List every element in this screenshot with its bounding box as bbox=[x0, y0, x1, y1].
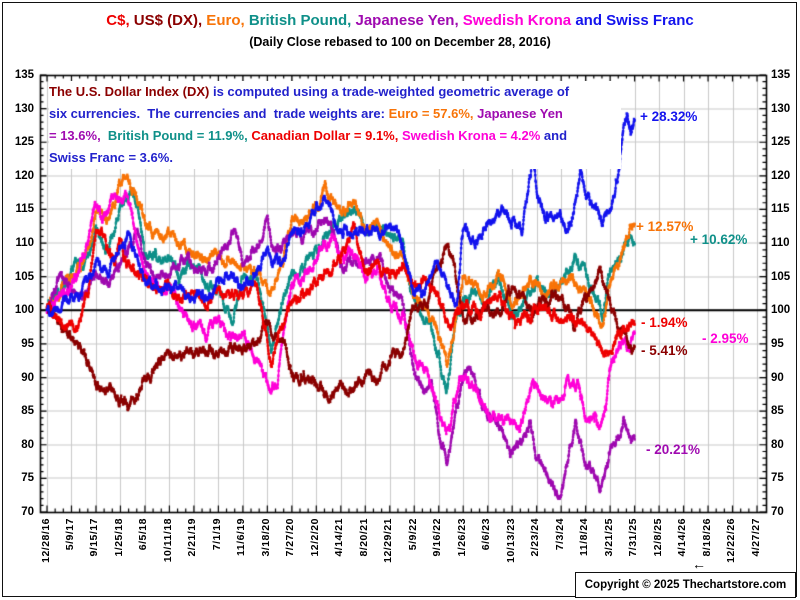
x-tick-label: 8/20/21 bbox=[357, 518, 370, 557]
annotation-segment: and bbox=[540, 128, 568, 143]
x-tick-label: 3/21/25 bbox=[602, 518, 615, 557]
annotation-segment: The U.S. Dollar Index (DX) bbox=[49, 84, 210, 99]
x-tick-label: 4/14/26 bbox=[676, 518, 689, 557]
annotation-segment: Swedish Krona = 4.2% bbox=[398, 128, 541, 143]
y-tick-label-right: 90 bbox=[771, 371, 784, 384]
y-tick-label-left: 120 bbox=[14, 169, 34, 182]
annotation-segment: British Pound = 11.9%, bbox=[107, 128, 248, 143]
y-tick-label-left: 95 bbox=[21, 337, 34, 350]
y-tick-label-right: 115 bbox=[771, 203, 790, 216]
annotation-segment: is computed using a trade-weighted geome… bbox=[209, 84, 570, 99]
y-tick-label-left: 130 bbox=[14, 102, 34, 115]
x-tick-label: 1/25/18 bbox=[112, 518, 125, 557]
x-tick-label: 2/23/24 bbox=[529, 518, 542, 557]
annotation-line-2: six currencies. The currencies and trade… bbox=[49, 103, 621, 125]
x-tick-label: 12/2/20 bbox=[308, 518, 321, 557]
y-tick-label-left: 110 bbox=[15, 237, 34, 250]
title-segment-3: British Pound, bbox=[244, 12, 352, 29]
y-tick-label-left: 125 bbox=[14, 136, 34, 149]
y-tick-label-right: 105 bbox=[771, 270, 791, 283]
y-tick-label-right: 135 bbox=[771, 69, 791, 81]
y-tick-label-right: 130 bbox=[771, 102, 791, 115]
copyright-text: Copyright © 2025 Thechartstore.com bbox=[584, 579, 787, 591]
title-segment-4: Japanese Yen, bbox=[351, 12, 459, 29]
x-tick-label: 12/29/21 bbox=[382, 518, 395, 563]
y-tick-label-left: 100 bbox=[14, 304, 34, 317]
title-segment-6: and Swiss Franc bbox=[571, 12, 694, 29]
y-tick-label-left: 70 bbox=[21, 506, 34, 518]
x-tick-label: 1/26/23 bbox=[455, 518, 468, 557]
end-change-label: + 12.57% bbox=[636, 218, 694, 234]
annotation-segment: Swiss Franc = 3.6%. bbox=[49, 150, 173, 165]
y-tick-label-left: 115 bbox=[15, 203, 34, 216]
copyright-box: Copyright © 2025 Thechartstore.com bbox=[575, 572, 796, 598]
x-tick-label: 12/8/25 bbox=[651, 518, 664, 557]
x-tick-label: 4/27/27 bbox=[749, 518, 762, 557]
x-tick-label: 10/13/23 bbox=[504, 518, 517, 563]
y-tick-label-right: 95 bbox=[771, 337, 784, 350]
x-tick-label: 7/31/25 bbox=[627, 518, 640, 557]
annotation-segment: Canadian Dollar = 9.1%, bbox=[247, 128, 399, 143]
end-change-label: + 10.62% bbox=[690, 231, 748, 247]
annotation-line-3: = 13.6%, British Pound = 11.9%, Canadian… bbox=[49, 125, 621, 147]
x-tick-label: 4/14/21 bbox=[333, 518, 346, 557]
end-change-label: - 2.95% bbox=[702, 330, 749, 346]
y-tick-label-right: 125 bbox=[771, 136, 791, 149]
y-tick-label-left: 80 bbox=[21, 438, 34, 451]
chart-title: C$, US$ (DX), Euro, British Pound, Japan… bbox=[0, 12, 800, 29]
annotation-segment: Japanese Yen bbox=[473, 106, 563, 121]
x-tick-label: 11/6/19 bbox=[235, 518, 248, 556]
title-segment-0: C$, bbox=[106, 12, 130, 29]
x-tick-label: 12/28/16 bbox=[39, 518, 52, 563]
x-tick-label: 12/22/26 bbox=[725, 518, 738, 563]
end-change-label: - 20.21% bbox=[646, 442, 701, 458]
y-tick-label-right: 70 bbox=[771, 506, 784, 518]
annotation-line-4: Swiss Franc = 3.6%. bbox=[49, 147, 621, 169]
end-change-label: - 5.41% bbox=[641, 342, 688, 358]
x-tick-label: 9/16/22 bbox=[431, 518, 444, 557]
y-tick-label-right: 75 bbox=[771, 472, 784, 485]
end-change-label: - 1.94% bbox=[641, 315, 688, 331]
title-segment-5: Swedish Krona bbox=[458, 12, 572, 29]
x-tick-label: 7/3/24 bbox=[553, 518, 566, 551]
x-tick-label: 8/18/26 bbox=[700, 518, 713, 557]
y-tick-label-right: 80 bbox=[771, 438, 784, 451]
end-change-label: + 28.32% bbox=[640, 109, 698, 125]
title-segment-2: Euro, bbox=[202, 12, 245, 29]
x-tick-label: 10/11/18 bbox=[161, 518, 174, 563]
chart-subtitle: (Daily Close rebased to 100 on December … bbox=[249, 35, 551, 49]
y-tick-label-right: 120 bbox=[771, 169, 791, 182]
x-tick-label: 6/5/18 bbox=[137, 518, 150, 551]
annotation-segment: Euro = 57.6%, bbox=[388, 106, 474, 121]
x-tick-label: 6/6/23 bbox=[480, 518, 493, 551]
cursor-arrow-icon: ← bbox=[692, 556, 706, 572]
x-tick-label: 11/8/24 bbox=[578, 518, 591, 556]
y-tick-label-right: 110 bbox=[771, 237, 790, 250]
x-tick-label: 2/21/19 bbox=[186, 518, 199, 557]
y-tick-label-left: 90 bbox=[21, 371, 34, 384]
title-segment-1: US$ (DX), bbox=[129, 12, 203, 29]
x-tick-label: 7/1/19 bbox=[210, 518, 223, 551]
y-tick-label-left: 85 bbox=[21, 405, 34, 418]
y-tick-label-left: 105 bbox=[14, 270, 34, 283]
y-tick-label-left: 75 bbox=[21, 472, 34, 485]
y-tick-label-right: 85 bbox=[771, 405, 784, 418]
annotation-segment: six currencies. The currencies and trade… bbox=[49, 106, 389, 121]
annotation-line-1: The U.S. Dollar Index (DX) is computed u… bbox=[49, 81, 621, 103]
y-tick-label-left: 135 bbox=[14, 69, 34, 81]
x-tick-label: 7/27/20 bbox=[284, 518, 297, 557]
x-tick-label: 5/9/17 bbox=[63, 518, 76, 551]
annotation-segment: = 13.6%, bbox=[49, 128, 108, 143]
x-tick-label: 5/9/22 bbox=[406, 518, 419, 551]
y-tick-label-right: 100 bbox=[771, 304, 791, 317]
x-tick-label: 3/18/20 bbox=[259, 518, 272, 557]
x-tick-label: 9/15/17 bbox=[88, 518, 101, 557]
annotation-box: The U.S. Dollar Index (DX) is computed u… bbox=[49, 81, 621, 169]
